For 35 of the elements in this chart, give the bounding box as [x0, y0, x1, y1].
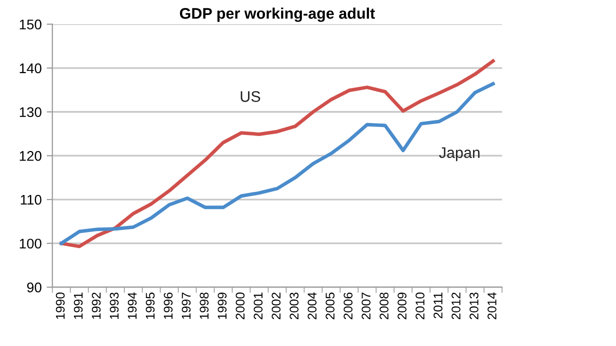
y-tick-label: 100: [20, 238, 42, 249]
x-tick-label: 2000: [236, 292, 245, 320]
x-tick-label: 2010: [416, 292, 424, 320]
x-tick-label: 1991: [74, 292, 83, 319]
x-tick-label: 2005: [326, 292, 335, 320]
x-tick-label: 2011: [434, 292, 442, 318]
y-tick-label: 120: [20, 151, 42, 161]
x-tick-label: 2002: [272, 292, 281, 320]
x-tick-label: 2001: [254, 292, 263, 320]
x-tick-label: 2004: [308, 292, 317, 320]
x-tick-label: 2007: [362, 292, 370, 320]
series-label: Japan: [439, 147, 480, 162]
x-tick-label: 2013: [470, 292, 478, 320]
x-tick-label: 1990: [56, 292, 65, 319]
x-tick-label: 2014: [488, 292, 496, 320]
y-tick-label: 150: [20, 20, 42, 30]
x-tick-label: 2012: [452, 292, 460, 320]
x-tick-label: 1995: [146, 292, 155, 319]
x-tick-label: 1994: [128, 292, 137, 319]
x-tick-label: 1997: [182, 292, 191, 319]
y-tick-label: 130: [20, 107, 42, 118]
x-tick-label: 1999: [218, 292, 227, 319]
x-tick-label: 2003: [290, 292, 299, 320]
x-tick-label: 1993: [110, 292, 119, 319]
y-tick-label: 140: [20, 63, 42, 74]
x-tick-label: 1992: [92, 292, 101, 319]
y-tick-label: 110: [20, 194, 42, 205]
x-tick-label: 2006: [344, 292, 353, 320]
chart-title: GDP per working-age adult: [180, 8, 375, 22]
x-tick-label: 1998: [200, 292, 209, 319]
x-tick-label: 2008: [380, 292, 388, 320]
x-tick-label: 1996: [164, 292, 173, 319]
text: US: [240, 91, 260, 102]
y-tick-label: 90: [27, 282, 42, 292]
x-tick-label: 2009: [398, 292, 406, 320]
